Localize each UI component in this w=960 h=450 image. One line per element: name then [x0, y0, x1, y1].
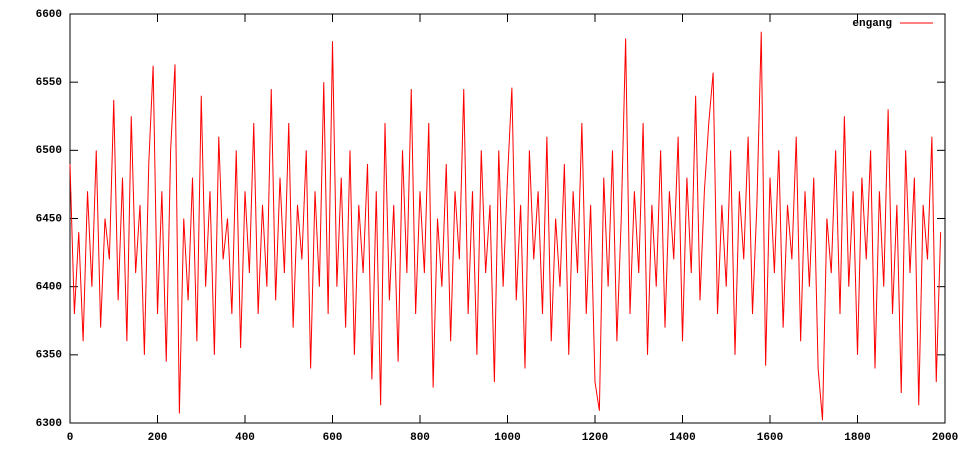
- legend-label: engang: [852, 18, 892, 30]
- y-tick-label: 6400: [36, 282, 62, 294]
- x-tick-label: 1800: [844, 432, 870, 444]
- x-tick-label: 400: [235, 432, 255, 444]
- plot-frame: [69, 13, 946, 424]
- x-tick-label: 600: [323, 432, 343, 444]
- x-tick-label: 1200: [582, 432, 608, 444]
- x-tick-label: 2000: [932, 432, 958, 444]
- y-tick-label: 6350: [36, 350, 62, 362]
- x-tick-label: 200: [148, 432, 168, 444]
- y-tick-label: 6550: [36, 77, 62, 89]
- x-tick-label: 0: [67, 432, 74, 444]
- x-tick-label: 1000: [494, 432, 520, 444]
- y-tick-label: 6600: [36, 9, 62, 21]
- y-tick-label: 6300: [36, 418, 62, 430]
- x-tick-label: 1600: [757, 432, 783, 444]
- data-line: [69, 31, 942, 421]
- x-tick-label: 1400: [669, 432, 695, 444]
- y-tick-label: 6450: [36, 213, 62, 225]
- x-tick-label: 800: [410, 432, 430, 444]
- y-tick-label: 6500: [36, 145, 62, 157]
